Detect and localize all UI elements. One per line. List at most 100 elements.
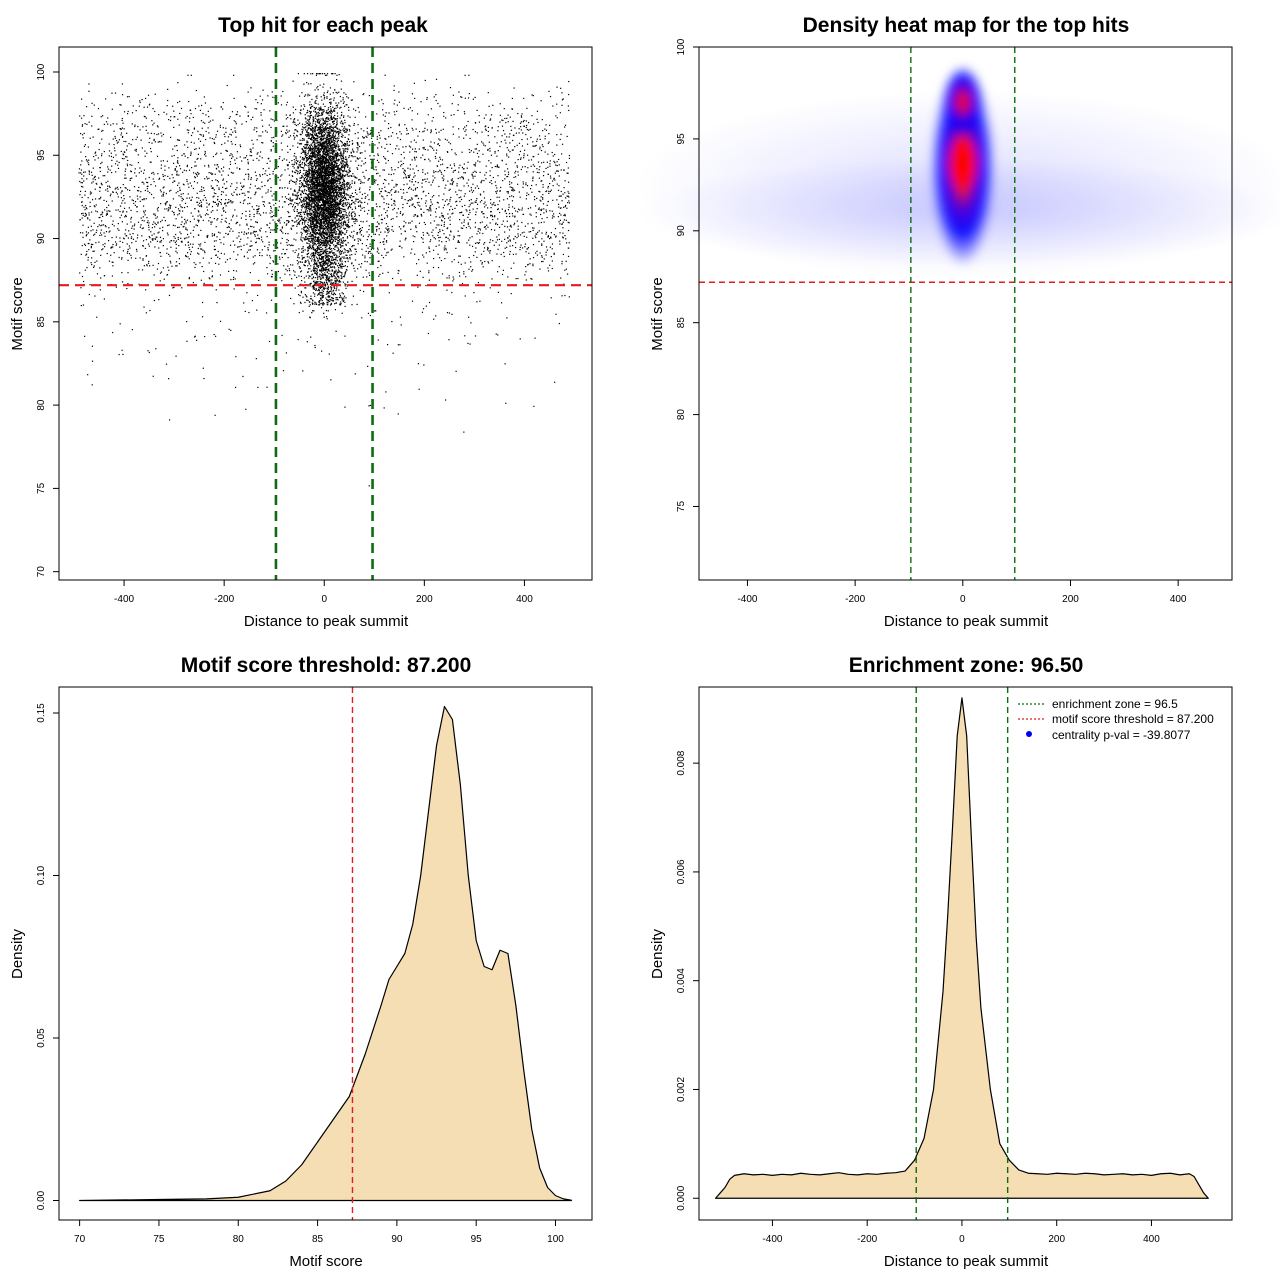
scatter-point [279, 258, 281, 260]
scatter-point [86, 250, 88, 253]
scatter-point [96, 229, 98, 231]
scatter-point [126, 145, 128, 147]
scatter-point [257, 101, 259, 104]
scatter-point [330, 149, 332, 151]
scatter-point [389, 143, 391, 145]
scatter-point [248, 174, 250, 176]
scatter-point [250, 232, 252, 234]
scatter-point [548, 90, 550, 93]
scatter-point [430, 132, 432, 134]
scatter-point [334, 204, 336, 207]
scatter-point [283, 253, 286, 255]
scatter-point [366, 231, 368, 233]
scatter-point [348, 175, 350, 177]
scatter-point [244, 199, 246, 201]
scatter-point [295, 198, 297, 200]
scatter-point [270, 216, 272, 218]
scatter-point [215, 179, 217, 181]
scatter-point [422, 241, 424, 243]
scatter-point [106, 213, 109, 215]
scatter-point [162, 160, 164, 162]
scatter-xlabel: Distance to peak summit [244, 613, 409, 630]
scatter-point [322, 112, 324, 114]
scatter-point [304, 153, 306, 155]
scatter-point [398, 245, 400, 247]
scatter-point [89, 205, 91, 208]
scatter-point [562, 232, 564, 234]
scatter-point [477, 230, 479, 232]
scatter-point [549, 210, 551, 212]
scatter-point [477, 242, 480, 244]
scatter-point [178, 195, 180, 197]
scatter-point [499, 114, 501, 116]
scatter-point [317, 171, 319, 173]
scatter-point [326, 202, 328, 205]
scatter-point [345, 243, 347, 246]
scatter-point [507, 236, 509, 239]
scatter-point [151, 172, 153, 174]
scatter-point [301, 123, 304, 125]
scatter-point [279, 220, 281, 222]
scatter-point [411, 93, 414, 95]
scatter-point [532, 164, 534, 166]
scatter-point [204, 178, 206, 180]
scatter-point [130, 170, 133, 173]
scatter-point [182, 226, 184, 228]
scatter-point [511, 186, 513, 189]
scatter-point [117, 167, 120, 169]
scatter-point [472, 171, 474, 174]
scatter-point [119, 246, 121, 248]
scatter-point [146, 221, 148, 224]
scatter-point [491, 216, 494, 218]
scatter-point [311, 273, 314, 275]
scatter-point [308, 204, 310, 206]
scatter-point [495, 190, 497, 193]
scatter-point [369, 274, 371, 277]
scatter-point [458, 91, 460, 93]
scatter-point [83, 132, 85, 134]
scatter-point [245, 121, 247, 123]
scatter-point [285, 268, 287, 270]
scatter-point [376, 159, 379, 161]
scatter-point [181, 210, 184, 212]
scatter-point [300, 185, 303, 188]
scatter-point [541, 144, 543, 146]
scatter-point [379, 273, 381, 275]
scatter-point [246, 224, 248, 226]
scatter-point [344, 251, 346, 253]
scatter-point [273, 193, 275, 195]
scatter-point [79, 172, 82, 174]
scatter-point [162, 244, 164, 247]
scatter-point [446, 167, 448, 169]
scatter-point [101, 130, 103, 132]
scatter-point [287, 221, 290, 224]
scatter-point [88, 249, 90, 251]
scatter-point [290, 228, 293, 230]
scatter-point [311, 286, 313, 288]
scatter-point [313, 118, 315, 120]
scatter-point [264, 245, 266, 247]
scatter-point [120, 104, 122, 106]
scatter-point [483, 213, 485, 215]
scatter-point [561, 143, 564, 145]
scatter-point [348, 155, 350, 157]
scatter-point [497, 271, 499, 273]
scatter-point [234, 130, 236, 132]
scatter-point [317, 191, 320, 193]
scatter-point [338, 137, 340, 139]
scatter-point [273, 244, 275, 246]
scatter-point [208, 177, 210, 179]
scatter-point [286, 238, 288, 241]
scatter-point [143, 169, 145, 171]
scatter-point [382, 182, 385, 185]
scatter-point [403, 225, 405, 227]
scatter-point [382, 272, 384, 274]
scatter-point [194, 177, 197, 179]
scatter-point [441, 220, 443, 222]
scatter-point [471, 245, 474, 248]
scatter-point [94, 188, 96, 190]
scatter-point [285, 104, 288, 106]
scatter-point [175, 250, 177, 252]
scatter-point [309, 233, 312, 235]
scatter-point [507, 240, 510, 242]
